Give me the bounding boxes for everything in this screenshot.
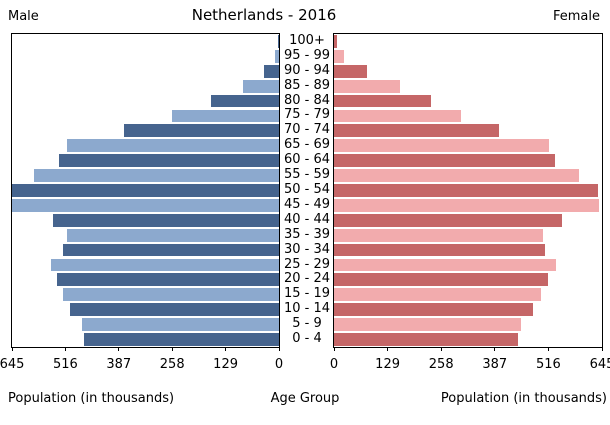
- female-bar-70-74: [334, 124, 499, 138]
- male-bar-20-24: [56, 273, 279, 287]
- male-bar-65-69: [66, 139, 279, 153]
- female-tick-label-258: 258: [428, 357, 454, 372]
- male-bar-50-54: [12, 184, 279, 197]
- male-tick-645: [11, 347, 13, 351]
- male-bar-0-4: [83, 333, 279, 346]
- male-tick-label-387: 387: [106, 357, 132, 372]
- age-group-label-0-4: 0 - 4: [292, 331, 322, 347]
- female-bar-90-94: [334, 64, 367, 78]
- female-bar-85-89: [334, 79, 400, 93]
- male-bar-55-59: [34, 169, 279, 182]
- female-bar-55-59: [334, 169, 580, 182]
- xlabel-center: Age Group: [270, 391, 340, 406]
- age-group-label-45-49: 45 - 49: [283, 196, 331, 212]
- male-bar-80-84: [211, 94, 279, 108]
- male-bar-85-89: [243, 79, 279, 93]
- male-header-label: Male: [8, 9, 39, 24]
- male-bar-10-14: [69, 303, 279, 317]
- female-bar-95-99: [334, 49, 344, 63]
- female-header-label: Female: [552, 9, 600, 24]
- age-group-label-55-59: 55 - 59: [283, 167, 331, 183]
- age-group-label-35-39: 35 - 39: [283, 226, 331, 242]
- female-tick-label-0: 0: [329, 357, 339, 372]
- female-plot-area: [333, 33, 603, 348]
- female-bar-35-39: [334, 228, 543, 242]
- female-tick-129: [387, 347, 389, 351]
- chart-title: Netherlands - 2016: [191, 6, 337, 24]
- female-bar-45-49: [334, 198, 600, 212]
- female-bar-10-14: [334, 303, 533, 317]
- female-tick-label-129: 129: [375, 357, 401, 372]
- female-bar-75-79: [334, 109, 462, 123]
- female-bar-40-44: [334, 213, 563, 227]
- male-bar-90-94: [264, 64, 279, 78]
- male-tick-label-645: 645: [0, 357, 25, 372]
- age-group-label-75-79: 75 - 79: [283, 107, 331, 123]
- male-bar-95-99: [274, 49, 279, 63]
- age-group-label-65-69: 65 - 69: [283, 137, 331, 153]
- female-tick-0: [333, 347, 335, 351]
- female-tick-516: [547, 347, 549, 351]
- age-group-label-10-14: 10 - 14: [283, 301, 331, 317]
- male-bar-15-19: [62, 288, 279, 302]
- female-bar-5-9: [334, 318, 521, 331]
- male-bar-70-74: [124, 124, 279, 138]
- xlabel-left: Population (in thousands): [8, 391, 175, 406]
- age-group-label-70-74: 70 - 74: [283, 122, 331, 138]
- male-tick-0: [278, 347, 280, 351]
- female-bar-30-34: [334, 243, 546, 257]
- female-bar-50-54: [334, 184, 598, 197]
- female-bar-100plus: [334, 35, 337, 48]
- male-tick-258: [171, 347, 173, 351]
- age-group-label-5-9: 5 - 9: [292, 316, 322, 332]
- age-label-column: 100+ 95 - 99 90 - 94 85 - 89 80 - 84 75 - 79 7…: [281, 33, 333, 346]
- male-axis-ticks: [11, 347, 280, 352]
- age-group-label-15-19: 15 - 19: [283, 286, 331, 302]
- female-bar-0-4: [334, 333, 519, 346]
- age-group-label-40-44: 40 - 44: [283, 211, 331, 227]
- age-group-label-85-89: 85 - 89: [283, 77, 331, 93]
- female-axis-ticks: [333, 347, 603, 352]
- age-group-label-25-29: 25 - 29: [283, 256, 331, 272]
- male-bar-60-64: [59, 154, 279, 168]
- xlabel-right: Population (in thousands): [440, 391, 607, 406]
- female-bar-20-24: [334, 273, 548, 287]
- age-group-label-20-24: 20 - 24: [283, 271, 331, 287]
- male-bar-30-34: [62, 243, 279, 257]
- female-tick-258: [440, 347, 442, 351]
- male-bar-100plus: [277, 35, 279, 48]
- male-tick-516: [64, 347, 66, 351]
- male-tick-label-516: 516: [52, 357, 78, 372]
- female-bar-15-19: [334, 288, 541, 302]
- male-tick-label-129: 129: [213, 357, 239, 372]
- age-group-label-30-34: 30 - 34: [283, 241, 331, 257]
- age-group-label-60-64: 60 - 64: [283, 152, 331, 168]
- female-tick-label-516: 516: [535, 357, 561, 372]
- male-tick-129: [225, 347, 227, 351]
- male-bar-75-79: [172, 109, 279, 123]
- female-bar-65-69: [334, 139, 550, 153]
- female-tick-387: [494, 347, 496, 351]
- male-tick-label-0: 0: [274, 357, 284, 372]
- age-group-label-50-54: 50 - 54: [283, 182, 331, 197]
- male-bar-5-9: [81, 318, 279, 331]
- male-bar-25-29: [50, 258, 279, 272]
- female-bar-25-29: [334, 258, 557, 272]
- male-bar-45-49: [12, 198, 279, 212]
- age-group-label-90-94: 90 - 94: [283, 62, 331, 78]
- age-group-label-95-99: 95 - 99: [283, 47, 331, 63]
- male-bar-35-39: [66, 228, 279, 242]
- male-bar-40-44: [52, 213, 279, 227]
- female-tick-645: [601, 347, 603, 351]
- female-tick-label-645: 645: [589, 357, 610, 372]
- female-bar-80-84: [334, 94, 432, 108]
- age-group-label-100plus: 100+: [289, 32, 325, 48]
- female-tick-label-387: 387: [482, 357, 508, 372]
- female-bar-60-64: [334, 154, 556, 168]
- male-tick-387: [118, 347, 120, 351]
- male-plot-area: [11, 33, 280, 348]
- male-tick-label-258: 258: [159, 357, 185, 372]
- age-group-label-80-84: 80 - 84: [283, 92, 331, 108]
